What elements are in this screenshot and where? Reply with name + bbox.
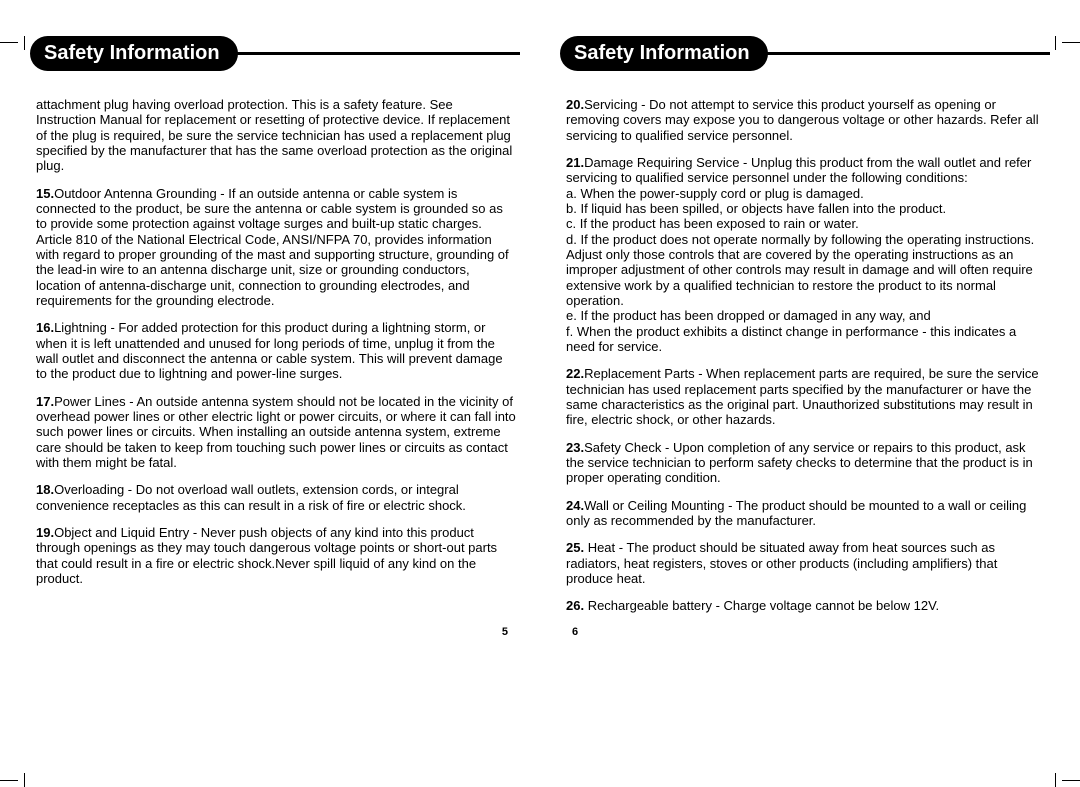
- paragraph: 17.Power Lines - An outside antenna syst…: [36, 394, 516, 471]
- header-rule: [234, 52, 520, 55]
- item-number: 25.: [566, 540, 584, 555]
- paragraph: 24.Wall or Ceiling Mounting - The produc…: [566, 498, 1046, 529]
- item-number: 19.: [36, 525, 54, 540]
- page-number: 6: [572, 626, 578, 638]
- paragraph: 22.Replacement Parts - When replacement …: [566, 366, 1046, 427]
- crop-mark: [0, 780, 18, 781]
- item-number: 22.: [566, 366, 584, 381]
- paragraph: attachment plug having overload protecti…: [36, 97, 516, 174]
- paragraph: 15.Outdoor Antenna Grounding - If an out…: [36, 186, 516, 309]
- item-number: 21.: [566, 155, 584, 170]
- crop-mark: [1055, 773, 1056, 787]
- header-rule: [764, 52, 1050, 55]
- item-number: 15.: [36, 186, 54, 201]
- item-number: 26.: [566, 598, 584, 613]
- item-number: 23.: [566, 440, 584, 455]
- paragraph: 18.Overloading - Do not overload wall ou…: [36, 482, 516, 513]
- paragraph: 23.Safety Check - Upon completion of any…: [566, 440, 1046, 486]
- page-number: 5: [502, 626, 508, 638]
- crop-mark: [1062, 42, 1080, 43]
- crop-mark: [24, 773, 25, 787]
- crop-mark: [1062, 780, 1080, 781]
- paragraph: 20.Servicing - Do not attempt to service…: [566, 97, 1046, 143]
- page-right: Safety Information 20.Servicing - Do not…: [560, 36, 1050, 626]
- body-text-right: 20.Servicing - Do not attempt to service…: [560, 97, 1050, 614]
- crop-mark: [24, 36, 25, 50]
- section-title-pill: Safety Information: [30, 36, 238, 71]
- item-number: 18.: [36, 482, 54, 497]
- crop-mark: [0, 42, 18, 43]
- item-number: 24.: [566, 498, 584, 513]
- page-left: Safety Information attachment plug havin…: [30, 36, 520, 626]
- item-number: 20.: [566, 97, 584, 112]
- item-number: 16.: [36, 320, 54, 335]
- body-text-left: attachment plug having overload protecti…: [30, 97, 520, 586]
- paragraph: 16.Lightning - For added protection for …: [36, 320, 516, 381]
- paragraph: 25. Heat - The product should be situate…: [566, 540, 1046, 586]
- paragraph: 26. Rechargeable battery - Charge voltag…: [566, 598, 1046, 613]
- item-number: 17.: [36, 394, 54, 409]
- section-header: Safety Information: [30, 36, 520, 71]
- page-spread: Safety Information attachment plug havin…: [30, 36, 1050, 626]
- crop-mark: [1055, 36, 1056, 50]
- paragraph: 21.Damage Requiring Service - Unplug thi…: [566, 155, 1046, 354]
- section-title-pill: Safety Information: [560, 36, 768, 71]
- paragraph: 19.Object and Liquid Entry - Never push …: [36, 525, 516, 586]
- section-header: Safety Information: [560, 36, 1050, 71]
